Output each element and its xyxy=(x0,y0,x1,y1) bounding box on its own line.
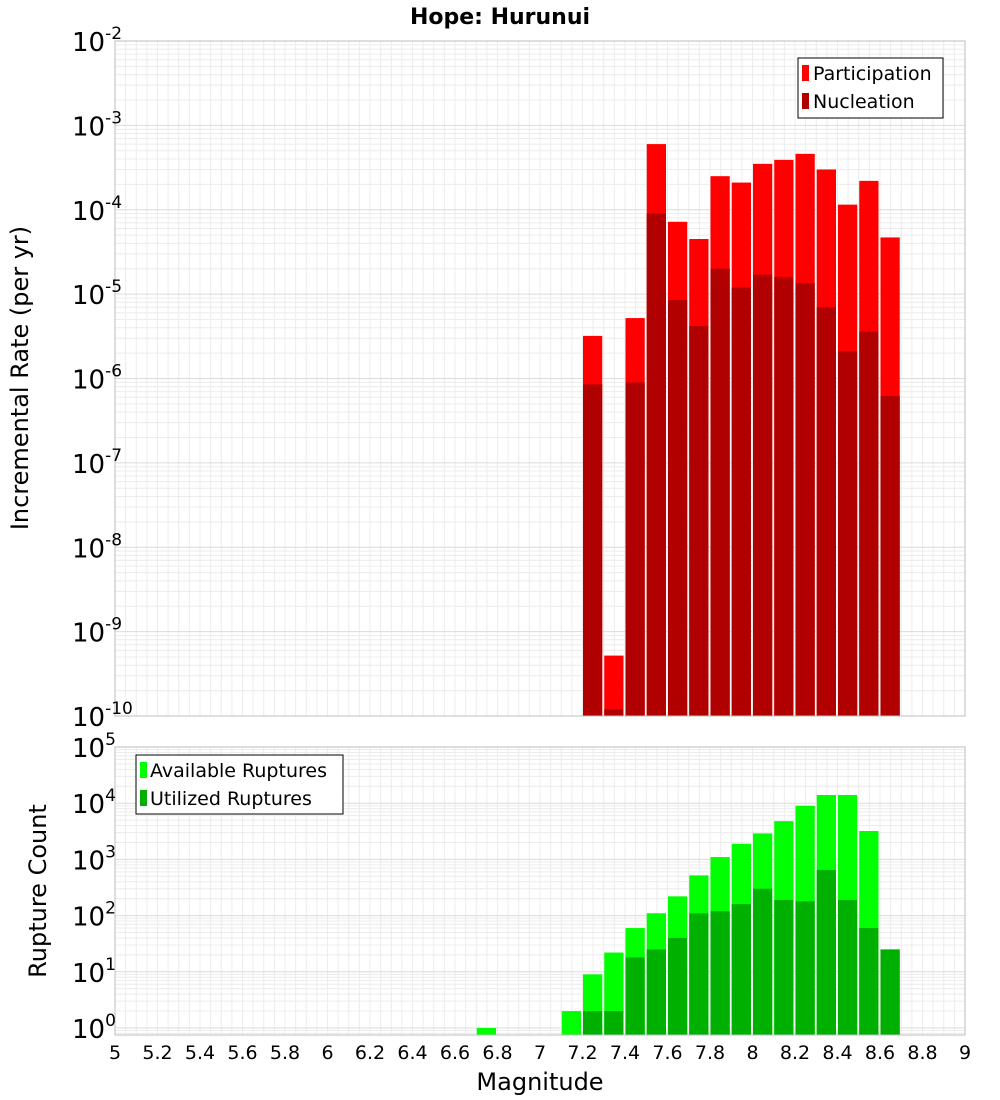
bottom-bar-s2 xyxy=(753,888,773,1035)
top-bars xyxy=(583,144,900,717)
chart-title: Hope: Hurunui xyxy=(410,5,590,30)
bottom-bar-s1 xyxy=(476,1027,496,1035)
x-tick-label: 7 xyxy=(534,1042,546,1064)
bottom-legend: Available Ruptures Utilized Ruptures xyxy=(135,754,344,815)
x-tick-label: 6.4 xyxy=(397,1042,427,1064)
top-y-tick-label: 10-7 xyxy=(72,446,122,480)
top-bar-s2 xyxy=(604,709,624,716)
bottom-bar-s2 xyxy=(859,928,879,1035)
bottom-bar-s2 xyxy=(710,911,730,1035)
bottom-bar-s2 xyxy=(668,937,688,1035)
bottom-gridlines xyxy=(114,747,966,1035)
top-bar-s2 xyxy=(731,287,751,716)
legend-label-participation: Participation xyxy=(813,63,932,85)
bottom-bar-s2 xyxy=(795,901,815,1035)
x-tick-label: 7.2 xyxy=(567,1042,597,1064)
top-bar-s2 xyxy=(859,331,879,716)
x-tick-label: 9 xyxy=(959,1042,971,1064)
bottom-bar-s2 xyxy=(816,869,836,1035)
bottom-y-tick-labels: 100 101 102 103 104 105 xyxy=(72,730,116,1045)
x-tick-label: 8.6 xyxy=(865,1042,895,1064)
legend-swatch-nucleation xyxy=(802,93,809,109)
top-y-tick-label: 10-3 xyxy=(72,108,122,142)
bottom-bar-s2 xyxy=(604,1011,624,1035)
bottom-bar-s2 xyxy=(774,899,794,1035)
top-y-axis-label: Incremental Rate (per yr) xyxy=(6,226,34,530)
bottom-bar-s2 xyxy=(625,957,645,1035)
bottom-bar-s2 xyxy=(880,949,900,1035)
top-bar-s2 xyxy=(838,351,858,716)
bottom-legend-box xyxy=(135,754,344,815)
bottom-bar-s2 xyxy=(646,949,666,1035)
top-y-tick-label: 10-5 xyxy=(72,277,122,311)
top-y-tick-label: 10-6 xyxy=(72,362,122,396)
x-tick-label: 7.4 xyxy=(610,1042,640,1064)
top-bar-s2 xyxy=(583,384,603,716)
top-bar-s2 xyxy=(646,213,666,717)
x-tick-label: 8 xyxy=(746,1042,758,1064)
x-tick-label: 7.8 xyxy=(695,1042,725,1064)
top-bar-s2 xyxy=(774,276,794,716)
bottom-y-tick-label: 102 xyxy=(72,899,116,933)
x-tick-label: 5.6 xyxy=(227,1042,257,1064)
legend-label-nucleation: Nucleation xyxy=(813,91,915,113)
top-y-tick-label: 10-10 xyxy=(72,699,133,733)
top-legend-box xyxy=(797,57,944,119)
bottom-bars xyxy=(476,794,900,1035)
x-tick-label: 5 xyxy=(109,1042,121,1064)
top-y-tick-label: 10-8 xyxy=(72,530,122,564)
top-bar-s2 xyxy=(753,274,773,716)
top-y-tick-label: 10-2 xyxy=(72,24,122,58)
top-legend: Participation Nucleation xyxy=(797,57,944,119)
bottom-plot-border xyxy=(114,746,966,1036)
bottom-bar-s2 xyxy=(689,913,709,1035)
top-bar-s2 xyxy=(689,325,709,716)
top-bar-s2 xyxy=(668,300,688,716)
x-tick-label: 6.2 xyxy=(355,1042,385,1064)
top-bar-s2 xyxy=(816,307,836,716)
bottom-y-tick-label: 104 xyxy=(72,786,116,820)
top-y-tick-label: 10-4 xyxy=(72,193,122,227)
legend-swatch-utilized xyxy=(140,790,147,806)
bottom-y-tick-label: 105 xyxy=(72,730,116,764)
legend-swatch-participation xyxy=(802,65,809,81)
x-tick-label: 8.4 xyxy=(822,1042,852,1064)
x-tick-label: 5.2 xyxy=(142,1042,172,1064)
x-tick-label: 5.4 xyxy=(185,1042,215,1064)
bottom-y-tick-label: 101 xyxy=(72,955,116,989)
bottom-y-axis-label: Rupture Count xyxy=(24,804,52,978)
legend-swatch-available xyxy=(140,762,147,778)
x-tick-label: 7.6 xyxy=(652,1042,682,1064)
legend-label-available: Available Ruptures xyxy=(150,760,327,782)
x-tick-label: 5.8 xyxy=(270,1042,300,1064)
bottom-y-tick-label: 103 xyxy=(72,842,116,876)
legend-label-utilized: Utilized Ruptures xyxy=(150,788,312,810)
x-tick-label: 6 xyxy=(321,1042,333,1064)
bottom-bar-s1 xyxy=(561,1011,581,1035)
x-tick-label: 6.6 xyxy=(440,1042,470,1064)
bottom-y-tick-label: 100 xyxy=(72,1011,116,1045)
top-bar-s2 xyxy=(795,283,815,716)
top-gridlines xyxy=(114,41,966,717)
x-tick-label: 8.8 xyxy=(907,1042,937,1064)
bottom-bar-s2 xyxy=(838,899,858,1035)
bottom-panel: 100 101 102 103 104 105 5 5.2 5.4 5.6 5.8 6 6.2 6.4 6… xyxy=(24,730,971,1096)
top-bar-s2 xyxy=(880,396,900,716)
x-tick-label: 6.8 xyxy=(482,1042,512,1064)
top-panel: 10-10 10-9 10-8 10-7 10-6 10-5 10-4 10-3 10-2 In… xyxy=(6,24,966,733)
top-bar-s2 xyxy=(710,268,730,716)
top-plot-border xyxy=(114,40,966,717)
top-bar-s2 xyxy=(625,382,645,716)
x-tick-label: 8.2 xyxy=(780,1042,810,1064)
top-bar-s1 xyxy=(604,655,624,716)
x-axis-label: Magnitude xyxy=(476,1068,603,1096)
bottom-bar-s2 xyxy=(583,1011,603,1035)
bottom-x-tick-labels: 5 5.2 5.4 5.6 5.8 6 6.2 6.4 6.6 6.8 7 7.2 7.4 7.6 7.8 8… xyxy=(109,1042,971,1064)
top-y-tick-labels: 10-10 10-9 10-8 10-7 10-6 10-5 10-4 10-3 10-2 xyxy=(72,24,133,733)
top-y-tick-label: 10-9 xyxy=(72,615,122,649)
bottom-bar-s2 xyxy=(731,904,751,1035)
